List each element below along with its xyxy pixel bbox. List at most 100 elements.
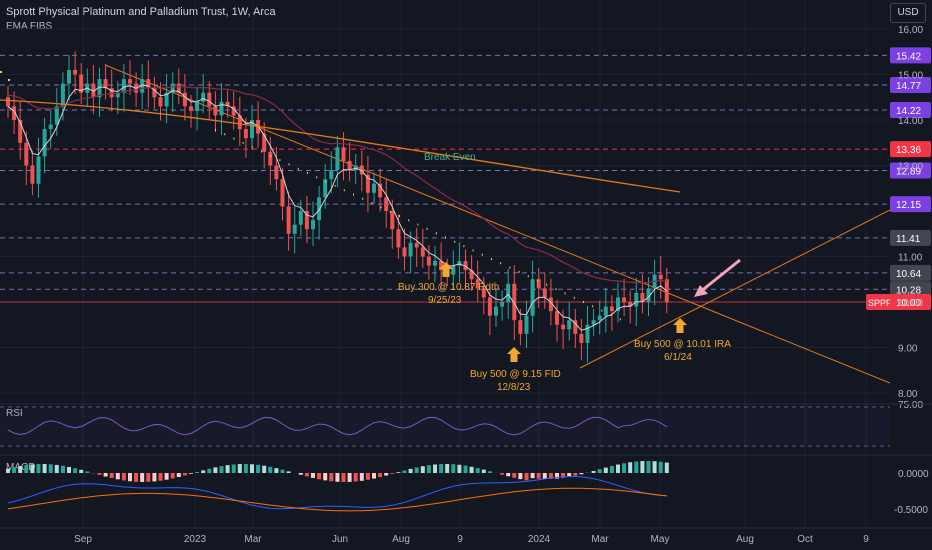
macd-histogram-bar	[439, 464, 444, 473]
macd-histogram-bar	[481, 469, 486, 473]
macd-histogram-bar	[597, 469, 602, 473]
macd-line	[7, 476, 667, 510]
candle-body	[640, 292, 645, 302]
buy-arrow-icon	[673, 318, 687, 333]
symbol-tag-label: SPPP	[868, 298, 892, 308]
candle-body	[585, 324, 590, 343]
candle-body	[128, 79, 132, 84]
macd-histogram-bar	[518, 473, 523, 480]
macd-histogram-bar	[616, 464, 620, 473]
level-tag-label: 12.89	[896, 167, 921, 178]
candle-body	[274, 165, 279, 180]
time-axis-label: Jun	[332, 534, 348, 545]
indicator-label[interactable]: EMA FIBS	[6, 21, 53, 32]
candle-body	[402, 247, 407, 257]
candles	[6, 51, 669, 363]
candle-body	[189, 106, 193, 111]
symbol-tag	[866, 294, 891, 310]
candle-body	[91, 83, 96, 98]
candle-body	[518, 320, 523, 334]
candle-body	[140, 79, 145, 93]
candle-body	[414, 242, 419, 248]
candle-body	[439, 261, 444, 271]
macd-histogram-bar	[164, 473, 169, 480]
time-axis-label: 2023	[184, 534, 207, 545]
candle-body	[231, 106, 236, 116]
candle-body	[567, 320, 572, 330]
candle-body	[487, 297, 492, 316]
candle-body	[115, 92, 120, 98]
candle-body	[420, 247, 425, 257]
candle-body	[24, 142, 29, 166]
macd-histogram-bar	[365, 473, 370, 480]
candle-body	[250, 120, 254, 139]
macd-histogram-bar	[664, 462, 669, 473]
candle-body	[494, 306, 498, 316]
macd-histogram-bar	[634, 461, 639, 473]
annotation-text: Buy 300 @ 10.87 Roth	[398, 282, 499, 293]
candle-body	[542, 288, 547, 298]
candle-body	[646, 288, 651, 302]
candle-body	[60, 83, 65, 107]
level-tag	[890, 47, 931, 64]
level-tag-label: 12.15	[896, 200, 921, 211]
macd-histogram-bar	[469, 466, 474, 473]
candle-body	[311, 220, 315, 230]
macd-histogram-bar	[30, 464, 35, 473]
candle-body	[268, 151, 273, 166]
candle-body	[475, 279, 480, 289]
macd-histogram-bar	[54, 464, 59, 473]
candle-body	[664, 279, 669, 302]
macd-histogram-bar	[262, 465, 267, 473]
currency-button[interactable]: USD	[890, 3, 926, 23]
uptrend-line	[579, 209, 891, 369]
macd-histogram-bar	[640, 461, 645, 473]
candle-body	[536, 279, 541, 289]
macd-histogram-bar	[451, 464, 456, 473]
candle-body	[79, 74, 84, 93]
macd-histogram-bar	[6, 468, 10, 473]
candle-body	[378, 183, 383, 198]
macd-histogram-bar	[85, 471, 90, 473]
candle-body	[213, 106, 218, 116]
time-axis-label: Oct	[797, 534, 813, 545]
macd-histogram-bar	[134, 473, 139, 482]
candle-body	[433, 261, 437, 266]
macd-histogram-bar	[250, 464, 254, 473]
level-tag	[890, 141, 931, 158]
macd-histogram-bar	[97, 473, 102, 475]
macd-histogram-bar	[646, 461, 651, 473]
price-tick-label: 9.00	[898, 344, 918, 355]
macd-histogram-bar	[323, 473, 328, 481]
rsi-label: RSI	[6, 408, 23, 419]
candle-body	[579, 333, 584, 343]
candle-body	[634, 292, 639, 307]
candle-body	[30, 165, 35, 184]
macd-histogram-bar	[256, 464, 261, 473]
time-axis-label: 9	[863, 534, 869, 545]
macd-histogram-bar	[109, 473, 114, 478]
annotation-date: 9/25/23	[428, 295, 462, 306]
rsi-pane: RSI 75.00	[0, 400, 923, 447]
candle-body	[469, 270, 474, 280]
candle-body	[658, 274, 663, 280]
candle-body	[628, 302, 633, 307]
candle-body	[158, 97, 163, 107]
price-tick-label: 11.00	[898, 253, 923, 264]
price-tick-label: 16.00	[898, 25, 923, 36]
macd-histogram-bar	[433, 464, 437, 473]
macd-histogram-bar	[103, 473, 108, 477]
candle-body	[146, 79, 151, 89]
candle-body	[286, 206, 291, 234]
macd-tick-label: -0.5000	[894, 505, 928, 516]
macd-histogram-bar	[201, 470, 206, 473]
macd-histogram-bar	[67, 466, 71, 473]
candle-body	[384, 197, 389, 211]
macd-tick-label: 0.0000	[898, 469, 929, 480]
ema-slow-line	[0, 99, 681, 193]
candle-body	[262, 133, 267, 152]
rsi-tick-label: 75.00	[898, 400, 923, 411]
candle-body	[12, 106, 17, 120]
macd-histogram-bar	[60, 465, 65, 473]
